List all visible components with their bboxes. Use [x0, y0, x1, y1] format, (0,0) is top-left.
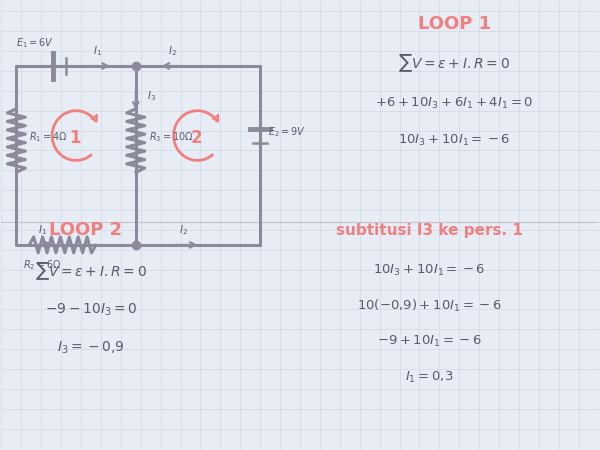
Text: 1: 1: [69, 129, 81, 147]
Text: $10(-0{,}9) + 10I_1 = -6$: $10(-0{,}9) + 10I_1 = -6$: [357, 297, 502, 314]
Text: $I_1$: $I_1$: [38, 223, 47, 237]
Text: $10I_3 + 10I_1 = -6$: $10I_3 + 10I_1 = -6$: [373, 263, 485, 278]
Text: $-9 + 10I_1 = -6$: $-9 + 10I_1 = -6$: [377, 334, 482, 349]
Text: $I_1$: $I_1$: [94, 44, 103, 58]
Text: $-9 - 10I_3 = 0$: $-9 - 10I_3 = 0$: [44, 302, 137, 318]
Text: LOOP 2: LOOP 2: [49, 221, 122, 239]
Text: subtitusi I3 ke pers. 1: subtitusi I3 ke pers. 1: [336, 223, 523, 238]
Text: $\sum V = \varepsilon + I.R = 0$: $\sum V = \varepsilon + I.R = 0$: [398, 52, 510, 74]
Text: $\sum V = \varepsilon + I.R = 0$: $\sum V = \varepsilon + I.R = 0$: [35, 260, 147, 282]
Text: $E_2 = 9V$: $E_2 = 9V$: [268, 126, 307, 140]
Text: $I_3$: $I_3$: [147, 89, 156, 103]
Text: $10I_3 + 10I_1 = -6$: $10I_3 + 10I_1 = -6$: [398, 132, 511, 148]
Text: $+ 6 + 10I_3 + 6I_1 + 4I_1 = 0$: $+ 6 + 10I_3 + 6I_1 + 4I_1 = 0$: [375, 96, 533, 111]
Text: $I_1 = 0{,}3$: $I_1 = 0{,}3$: [405, 370, 454, 385]
Text: LOOP 1: LOOP 1: [418, 15, 491, 33]
Text: $I_2$: $I_2$: [179, 223, 188, 237]
Text: $I_3 = -0{,}9$: $I_3 = -0{,}9$: [57, 339, 125, 356]
Text: $R_2 = 6\Omega$: $R_2 = 6\Omega$: [23, 258, 62, 271]
Text: $R_1 = 4\Omega$: $R_1 = 4\Omega$: [29, 130, 68, 144]
Text: 2: 2: [191, 129, 202, 147]
Text: $E_1 = 6V$: $E_1 = 6V$: [16, 36, 55, 50]
Text: $R_3 = 10\Omega$: $R_3 = 10\Omega$: [149, 130, 193, 144]
Text: $I_2$: $I_2$: [168, 44, 177, 58]
